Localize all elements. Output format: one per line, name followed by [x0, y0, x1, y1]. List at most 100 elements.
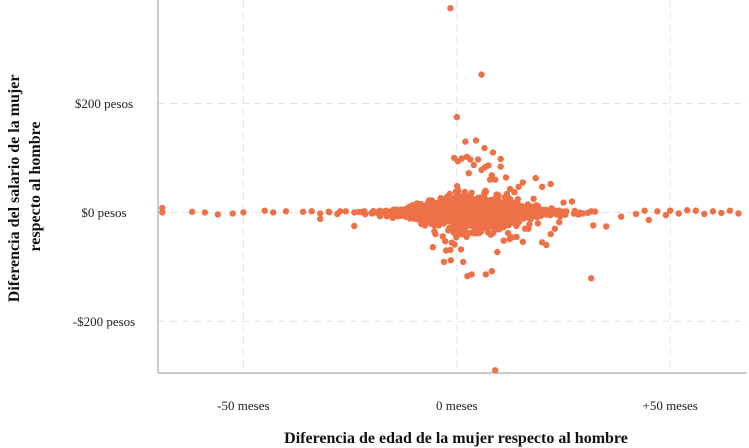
data-point-86: [494, 248, 501, 256]
data-point-65: [229, 210, 236, 217]
data-point-34: [568, 198, 576, 205]
cloud-point: [463, 207, 470, 214]
data-point-108: [709, 208, 717, 215]
data-point-59: [308, 208, 315, 215]
data-point-32: [547, 180, 554, 188]
y-axis-title-line-1: Diferencia del salario de la mujer: [6, 75, 23, 303]
data-point-33: [560, 199, 567, 206]
data-point-49: [391, 208, 399, 215]
data-point-29: [519, 179, 527, 186]
y-tick-label-2: -$200 pesos: [73, 314, 135, 329]
data-point-83: [468, 271, 475, 278]
data-point-98: [632, 210, 640, 218]
cloud-point: [453, 203, 460, 210]
cloud-point: [530, 204, 537, 211]
data-point-66: [214, 211, 221, 218]
data-point-68: [188, 208, 196, 215]
grid-lines: [158, 0, 747, 373]
cloud-point: [503, 190, 511, 198]
data-point-72: [439, 233, 446, 240]
cloud-point: [478, 201, 485, 208]
y-tick-label-1: $0 pesos: [81, 205, 126, 220]
data-point-114: [389, 214, 396, 221]
data-point-96: [603, 223, 610, 230]
cloud-point: [429, 199, 436, 206]
data-point-8: [532, 174, 539, 182]
data-point-4: [472, 137, 480, 144]
y-axis-title-line-2: respecto al hombre: [27, 121, 44, 251]
data-point-132: [526, 221, 533, 228]
data-point-134: [556, 219, 563, 226]
cloud-point: [480, 209, 487, 217]
x-tick-label-2: +50 meses: [642, 398, 697, 413]
cloud-point: [482, 187, 489, 194]
data-point-100: [645, 216, 652, 224]
data-point-67: [201, 209, 209, 216]
data-point-0: [447, 5, 454, 12]
cloud-point: [454, 220, 461, 227]
cloud-point: [523, 206, 530, 214]
data-point-135: [479, 217, 486, 224]
data-point-63: [261, 207, 268, 214]
data-point-23: [465, 170, 472, 177]
data-point-15: [470, 161, 477, 169]
data-point-122: [466, 219, 473, 226]
data-point-79: [451, 241, 458, 248]
data-point-118: [440, 220, 448, 227]
data-point-7: [497, 155, 504, 163]
data-point-35: [579, 210, 586, 217]
cloud-point: [456, 208, 464, 215]
data-points: [159, 5, 742, 374]
data-point-90: [519, 238, 527, 245]
data-point-93: [551, 225, 559, 232]
data-point-2: [453, 113, 460, 121]
cloud-point: [495, 192, 502, 199]
cloud-point: [555, 207, 562, 215]
data-point-105: [684, 207, 691, 214]
data-point-52: [368, 209, 375, 217]
cloud-point: [468, 208, 475, 216]
data-point-77: [447, 246, 454, 254]
cloud-point: [549, 209, 557, 216]
data-point-87: [500, 237, 507, 244]
cloud-point: [503, 212, 510, 219]
data-point-50: [385, 210, 392, 217]
data-point-101: [654, 208, 661, 215]
data-point-133: [534, 220, 542, 227]
cloud-point: [429, 215, 436, 223]
data-point-5: [481, 144, 488, 152]
data-point-57: [325, 208, 332, 215]
data-point-130: [513, 222, 520, 230]
data-point-55: [342, 208, 349, 215]
data-point-81: [460, 258, 467, 266]
x-tick-label-0: -50 meses: [217, 398, 269, 413]
cloud-point: [495, 215, 502, 222]
data-point-84: [482, 271, 489, 278]
data-point-58: [317, 210, 324, 217]
data-point-19: [485, 162, 492, 169]
data-point-99: [641, 207, 648, 214]
axes: [157, 0, 747, 374]
cloud-point: [503, 199, 510, 207]
cloud-point: [462, 201, 469, 209]
cloud-point: [450, 229, 457, 236]
data-point-123: [470, 224, 477, 231]
data-point-94: [588, 275, 595, 282]
x-tick-label-1: 0 meses: [436, 398, 478, 413]
data-point-110: [726, 207, 734, 214]
dense-point-cloud: [326, 182, 599, 246]
data-point-64: [240, 209, 247, 216]
cloud-point: [490, 208, 498, 215]
data-point-106: [692, 207, 699, 214]
data-point-115: [376, 213, 384, 220]
data-point-125: [483, 225, 490, 232]
cloud-point: [435, 221, 443, 229]
data-point-54: [351, 209, 358, 216]
data-point-131: [521, 225, 529, 232]
data-point-62: [270, 209, 277, 216]
data-point-138: [513, 233, 520, 241]
cloud-point: [421, 222, 429, 229]
cloud-point: [543, 207, 550, 215]
cloud-point: [510, 209, 518, 216]
data-point-137: [492, 367, 499, 374]
